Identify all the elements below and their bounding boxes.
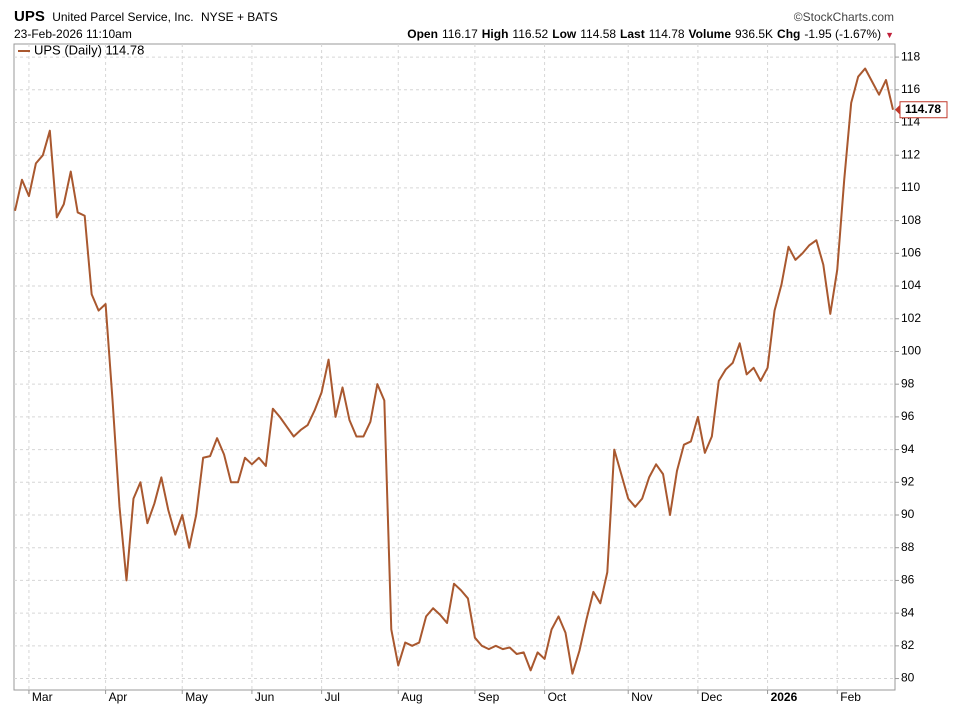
y-tick-label: 100 <box>901 344 921 358</box>
y-tick-label: 82 <box>901 638 915 652</box>
x-tick-label: Jun <box>255 690 274 704</box>
x-tick-label: Sep <box>478 690 500 704</box>
source: ©StockCharts.com <box>793 10 894 24</box>
quote-label: Last <box>620 27 645 41</box>
last-value-label: 114.78 <box>905 102 941 116</box>
price-line <box>14 67 894 675</box>
symbol: UPS <box>14 8 45 25</box>
y-tick-label: 98 <box>901 376 915 390</box>
y-tick-label: 102 <box>901 311 921 325</box>
quote-value: 936.5K <box>735 27 774 41</box>
y-tick-label: 80 <box>901 671 915 685</box>
quote-group: Open 116.17 High 116.52 Low 114.58 Last 114.78 V… <box>407 27 898 41</box>
quote-label: Chg <box>777 27 801 41</box>
y-tick-label: 88 <box>901 540 915 554</box>
timestamp: 23-Feb-2026 11:10am <box>14 27 132 41</box>
quote-value: 114.78 <box>648 27 685 41</box>
quote-row: 23-Feb-2026 11:10am Open 116.17 High 116.52… <box>14 27 898 41</box>
y-tick-label: 90 <box>901 507 915 521</box>
quote-value: 116.52 <box>512 27 549 41</box>
x-tick-label: Apr <box>109 690 128 704</box>
y-tick-label: 112 <box>901 147 920 161</box>
quote-label: High <box>481 27 509 41</box>
y-tick-label: 106 <box>901 246 921 260</box>
quote-value: 116.17 <box>441 27 478 41</box>
y-tick-label: 116 <box>901 82 920 96</box>
x-tick-label: Aug <box>401 690 422 704</box>
x-tick-label: 2026 <box>771 690 798 704</box>
company-name: United Parcel Service, Inc. <box>52 10 194 24</box>
legend-label: UPS (Daily) 114.78 <box>34 42 144 57</box>
last-value-box <box>899 101 948 119</box>
x-tick-label: May <box>185 690 208 704</box>
y-tick-label: 92 <box>901 474 915 488</box>
y-tick-label: 108 <box>901 213 921 227</box>
last-value-pointer <box>895 104 900 115</box>
x-tick-label: Nov <box>631 690 652 704</box>
y-tick-label: 96 <box>901 409 915 423</box>
quote-value: 114.58 <box>580 27 617 41</box>
y-tick-label: 118 <box>901 49 920 63</box>
y-tick-label: 110 <box>901 180 920 194</box>
quote-label: Volume <box>688 27 731 41</box>
quote-value: -1.95 (-1.67%) <box>804 27 882 41</box>
x-tick-label: Mar <box>32 690 53 704</box>
x-tick-label: Dec <box>701 690 722 704</box>
y-tick-label: 84 <box>901 605 915 619</box>
quote-label: Open <box>407 27 438 41</box>
last-value-tag: 114.78 <box>895 101 948 119</box>
x-tick-label: Jul <box>325 690 340 704</box>
title-group: UPS United Parcel Service, Inc. NYSE + B… <box>14 8 282 25</box>
y-tick-label: 104 <box>901 278 921 292</box>
x-tick-label: Oct <box>548 690 567 704</box>
x-tick-label: Feb <box>840 690 861 704</box>
change-arrow: ▼ <box>885 30 894 40</box>
plot-frame <box>13 43 896 691</box>
exchange: NYSE + BATS <box>200 10 278 24</box>
header-row: UPS United Parcel Service, Inc. NYSE + B… <box>14 8 898 25</box>
y-tick-label: 94 <box>901 442 915 456</box>
y-tick-label: 86 <box>901 573 915 587</box>
quote-label: Low <box>552 27 577 41</box>
